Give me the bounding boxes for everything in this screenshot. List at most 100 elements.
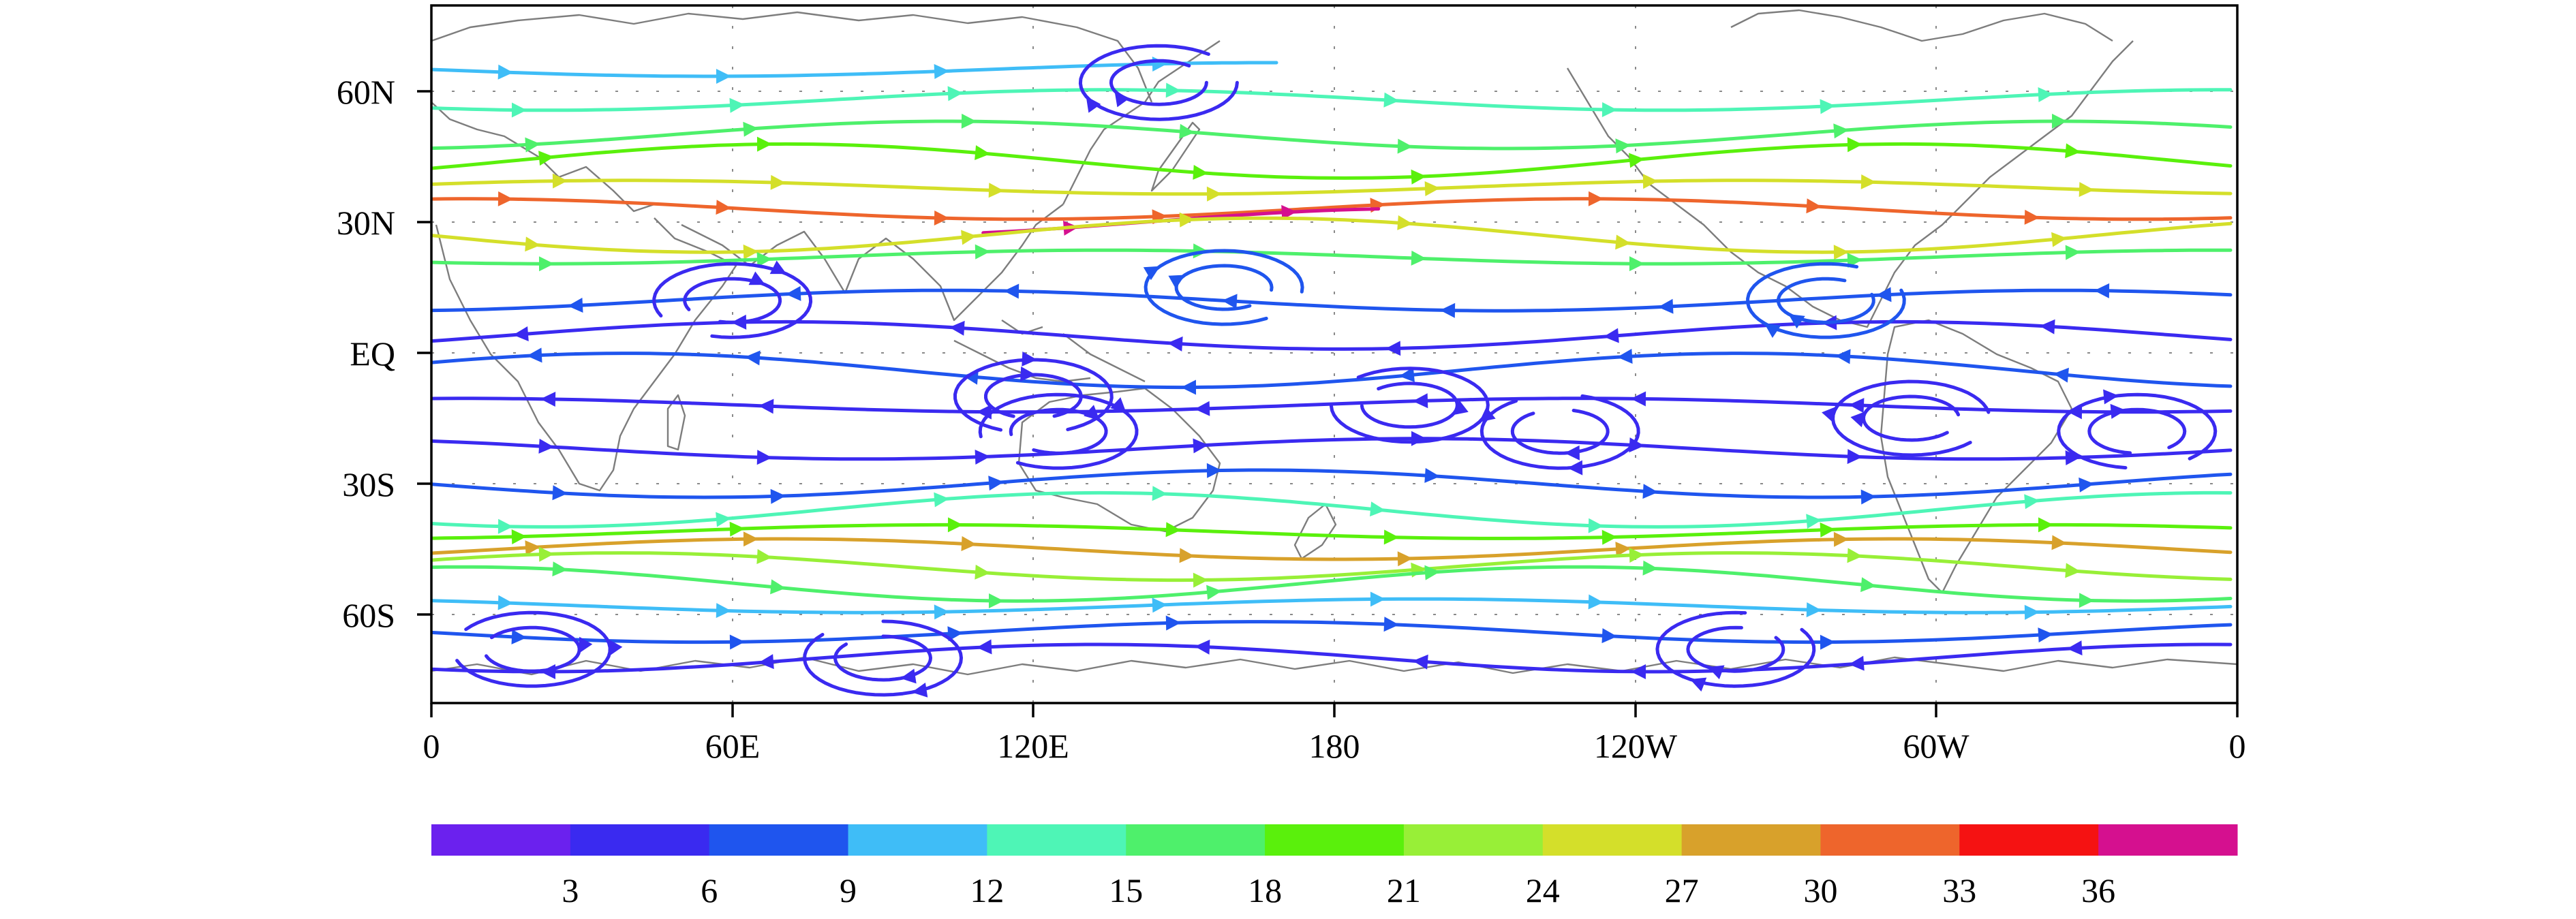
colorbar-tick-label: 18 — [1248, 871, 1282, 909]
streamline-arrow — [1642, 174, 1658, 189]
streamline-arrow — [2040, 319, 2055, 334]
streamline-arrow — [1588, 594, 1604, 610]
streamline-arrow — [729, 97, 745, 113]
colorbar-swatch — [709, 824, 849, 856]
streamline-arrow — [770, 174, 786, 190]
colorbar-labels: 3 6 9 12 15 18 21 24 27 30 33 36 — [562, 871, 2115, 909]
streamline-arrow — [975, 449, 990, 465]
streamline-arrow — [1193, 572, 1208, 588]
streamline-arrow — [552, 173, 568, 189]
streamline-arrow — [538, 256, 554, 272]
streamline — [431, 288, 2233, 313]
streamline-arrow — [1631, 664, 1646, 679]
colorbar-swatch — [1542, 824, 1683, 856]
coastline-new-zealand — [1293, 503, 1337, 560]
streamline-arrow — [511, 102, 527, 118]
streamline-arrow — [1179, 123, 1195, 139]
streamline-arrow — [1601, 628, 1617, 644]
streamline-arrow — [1385, 341, 1401, 356]
colorbar-tick-label: 6 — [701, 871, 718, 909]
streamline-arrow — [1110, 397, 1126, 414]
streamline-arrow — [934, 604, 949, 620]
streamline-arrow — [2051, 113, 2067, 129]
vortex-streamline — [1510, 409, 1610, 455]
streamline-arrow — [743, 244, 758, 260]
streamline-arrow — [552, 485, 568, 501]
streamline-arrow — [1849, 655, 1865, 671]
streamline-arrow — [934, 64, 949, 79]
streamline-arrow — [568, 298, 583, 313]
streamline-arrow — [1165, 82, 1181, 98]
streamline-arrow — [497, 518, 513, 534]
colorbar-tick-label: 33 — [1942, 871, 1976, 909]
colorbar-swatch — [1959, 824, 2099, 856]
lat-axis: 60N 30N EQ 30S 60S — [337, 73, 431, 634]
streamline-arrow — [513, 326, 529, 341]
streamline-arrow — [1206, 186, 1222, 202]
lat-label-60s: 60S — [342, 596, 395, 634]
streamline-arrow — [2051, 535, 2067, 550]
streamline-arrow — [745, 350, 761, 366]
streamline-arrow — [729, 521, 745, 537]
lon-label-120w: 120W — [1594, 727, 1678, 765]
streamline-arrow — [2024, 494, 2040, 510]
streamline-arrow — [538, 438, 554, 454]
streamline-arrow — [1195, 401, 1210, 416]
streamline-arrow — [2038, 87, 2053, 102]
vortex-streamline — [1655, 610, 1816, 688]
coastline-eurasia-north — [431, 11, 1153, 103]
streamline-arrow — [2079, 182, 2094, 198]
coastline-greenland — [1730, 9, 2113, 42]
streamline-arrow — [1399, 367, 1415, 383]
vortex-streamline — [1144, 249, 1304, 326]
streamline-arrow — [756, 549, 772, 564]
streamline-arrow — [934, 210, 949, 225]
streamline — [431, 551, 2233, 582]
streamline-arrow — [1860, 174, 1876, 189]
streamline-arrow — [1411, 431, 1426, 446]
vortex-streamline — [455, 610, 612, 688]
streamline-arrow — [2065, 450, 2081, 466]
streamline-arrow — [1397, 215, 1413, 230]
streamline-arrow — [2024, 209, 2040, 225]
streamline-arrow — [1281, 204, 1297, 220]
streamline-arrow — [758, 654, 774, 670]
streamline — [431, 88, 2233, 112]
streamline-arrow — [1629, 437, 1644, 453]
streamline-arrow — [2038, 517, 2053, 533]
streamline-arrow — [540, 392, 556, 407]
streamline-arrow — [1835, 349, 1851, 364]
streamline-arrow — [1833, 123, 1849, 139]
streamline-arrow — [2079, 593, 2094, 608]
vortex-streamline — [1686, 625, 1785, 673]
streamline-arrow — [1822, 406, 1837, 422]
streamline-arrow — [1615, 542, 1631, 557]
streamline — [431, 119, 2233, 151]
streamline-arrow — [949, 320, 965, 336]
streamline-arrow — [538, 546, 554, 562]
circulation-vortices — [455, 44, 2218, 698]
streamline — [431, 61, 1278, 78]
streamline-arrow — [1152, 56, 1167, 72]
streamline-arrow — [1601, 529, 1617, 545]
streamline-arrow — [1181, 379, 1197, 395]
streamline-arrow — [497, 64, 513, 80]
streamline-arrow — [716, 200, 731, 215]
streamline-arrow — [716, 603, 731, 619]
streamline-arrow — [1876, 287, 1892, 302]
colorbar-tick-label: 24 — [1526, 871, 1560, 909]
streamline-arrow — [934, 492, 949, 508]
colorbar-swatch — [1403, 824, 1544, 856]
streamline-arrow — [1397, 551, 1413, 567]
streamline-arrow — [975, 244, 990, 260]
streamline-arrow — [1642, 560, 1658, 576]
streamline-arrow — [1152, 486, 1167, 501]
streamline-arrow — [1658, 298, 1674, 314]
lon-label-0-right: 0 — [2229, 727, 2246, 765]
colorbar-swatch — [431, 824, 571, 856]
streamline-arrow — [1179, 212, 1195, 228]
streamline-arrow — [1849, 398, 1865, 414]
streamline-arrow — [1004, 283, 1019, 299]
streamline — [431, 216, 2233, 254]
streamline-arrow — [2065, 245, 2081, 260]
